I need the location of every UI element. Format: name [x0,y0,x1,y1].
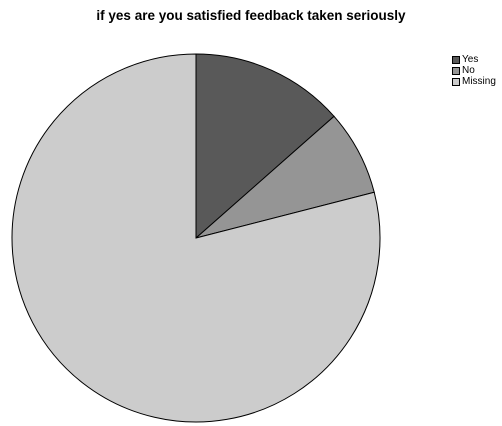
legend-swatch-no [452,66,460,75]
pie-slice-missing [11,53,381,423]
legend-item-missing: Missing [452,76,496,87]
legend-label-yes: Yes [462,54,479,65]
legend-swatch-yes [452,55,460,64]
legend-swatch-missing [452,77,460,86]
legend-label-missing: Missing [462,76,496,87]
legend-item-yes: Yes [452,54,496,65]
chart-title: if yes are you satisfied feedback taken … [96,8,406,23]
legend-item-no: No [452,65,496,76]
legend: Yes No Missing [452,54,496,87]
pie-slice-yes [195,53,335,240]
legend-label-no: No [462,65,475,76]
